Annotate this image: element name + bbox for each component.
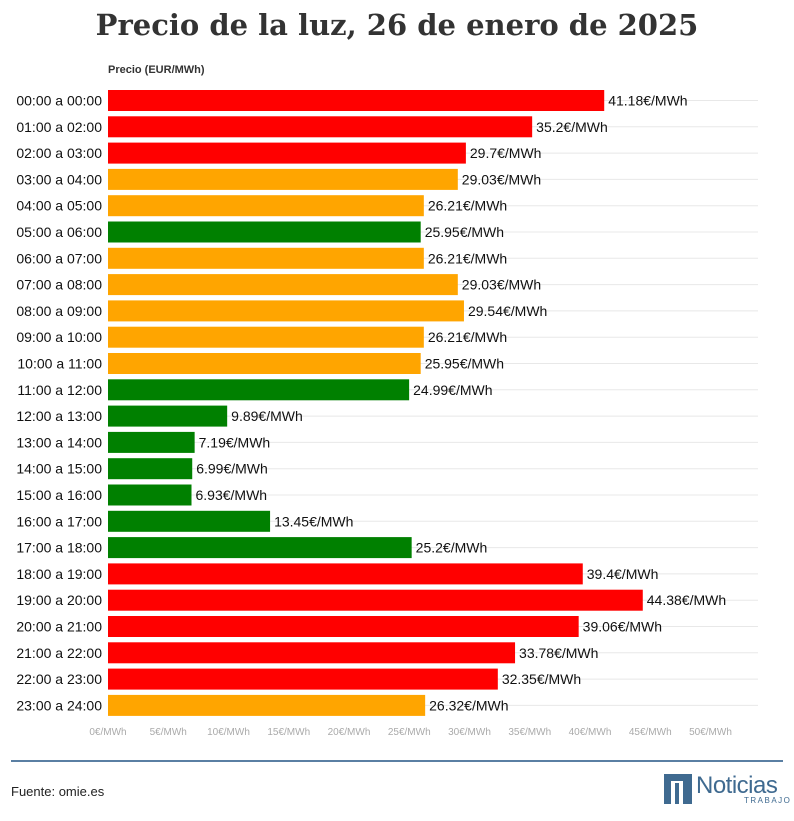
category-label: 04:00 a 05:00 bbox=[16, 198, 102, 214]
value-label: 41.18€/MWh bbox=[608, 93, 687, 109]
value-label: 6.99€/MWh bbox=[196, 461, 268, 477]
value-label: 24.99€/MWh bbox=[413, 382, 492, 398]
x-tick-label: 45€/MWh bbox=[629, 727, 672, 738]
bar bbox=[108, 616, 579, 637]
bar bbox=[108, 274, 458, 296]
bar bbox=[108, 589, 643, 611]
category-labels: 00:00 a 00:00 01:00 a 02:00 02:00 a 03:00 0… bbox=[16, 93, 102, 714]
bar bbox=[108, 326, 424, 348]
category-label: 13:00 a 14:00 bbox=[16, 434, 102, 450]
value-label: 25.2€/MWh bbox=[416, 540, 488, 556]
category-label: 16:00 a 17:00 bbox=[16, 513, 102, 529]
brand-logo: Noticias TRABAJO bbox=[664, 772, 790, 806]
value-label: 13.45€/MWh bbox=[274, 513, 353, 529]
x-axis-ticks: 0€/MWh 5€/MWh 10€/MWh 15€/MWh 20€/MWh 25€/MWh… bbox=[89, 727, 732, 738]
chart-title: Precio de la luz, 26 de enero de 2025 bbox=[95, 8, 699, 42]
bar bbox=[108, 510, 271, 532]
category-label: 09:00 a 10:00 bbox=[16, 329, 102, 345]
bar bbox=[108, 431, 195, 453]
bar bbox=[108, 668, 498, 690]
bar bbox=[108, 458, 193, 480]
bar bbox=[108, 168, 458, 190]
x-tick-label: 15€/MWh bbox=[267, 727, 310, 738]
value-label: 26.32€/MWh bbox=[429, 697, 508, 713]
category-label: 14:00 a 15:00 bbox=[16, 461, 102, 477]
category-label: 18:00 a 19:00 bbox=[16, 566, 102, 582]
value-label: 26.21€/MWh bbox=[428, 329, 507, 345]
value-label: 25.95€/MWh bbox=[425, 224, 504, 240]
category-label: 03:00 a 04:00 bbox=[16, 171, 102, 187]
bars bbox=[108, 90, 643, 716]
bar bbox=[108, 537, 412, 559]
logo-mark-icon bbox=[664, 774, 692, 804]
bar bbox=[108, 300, 464, 322]
x-tick-label: 0€/MWh bbox=[89, 727, 126, 738]
category-label: 19:00 a 20:00 bbox=[16, 592, 102, 608]
logo-subtitle: TRABAJO bbox=[744, 796, 792, 805]
bar bbox=[108, 353, 421, 374]
category-label: 01:00 a 02:00 bbox=[16, 119, 102, 135]
category-label: 05:00 a 06:00 bbox=[16, 224, 102, 240]
bar bbox=[108, 379, 410, 401]
x-tick-label: 20€/MWh bbox=[328, 727, 371, 738]
x-tick-label: 25€/MWh bbox=[388, 727, 431, 738]
category-label: 08:00 a 09:00 bbox=[16, 303, 102, 319]
value-label: 26.21€/MWh bbox=[428, 198, 507, 214]
bar bbox=[108, 405, 228, 427]
x-tick-label: 40€/MWh bbox=[569, 727, 612, 738]
category-label: 17:00 a 18:00 bbox=[16, 540, 102, 556]
x-tick-label: 35€/MWh bbox=[508, 727, 551, 738]
value-label: 29.03€/MWh bbox=[462, 171, 541, 187]
x-tick-label: 50€/MWh bbox=[689, 727, 732, 738]
category-label: 23:00 a 24:00 bbox=[16, 697, 102, 713]
category-label: 06:00 a 07:00 bbox=[16, 250, 102, 266]
bar bbox=[108, 563, 583, 585]
x-tick-label: 10€/MWh bbox=[207, 727, 250, 738]
bar-chart: Precio (EUR/MWh) 00:00 a 00:00 01:00 a 02… bbox=[16, 64, 758, 738]
category-label: 00:00 a 00:00 bbox=[16, 93, 102, 109]
category-label: 02:00 a 03:00 bbox=[16, 145, 102, 161]
value-label: 29.54€/MWh bbox=[468, 303, 547, 319]
value-label: 44.38€/MWh bbox=[647, 592, 726, 608]
bar bbox=[108, 90, 605, 111]
bar bbox=[108, 142, 466, 164]
logo-wordmark: Noticias bbox=[696, 772, 778, 799]
bar bbox=[108, 116, 533, 138]
gridlines bbox=[108, 100, 758, 706]
value-label: 26.21€/MWh bbox=[428, 250, 507, 266]
category-label: 15:00 a 16:00 bbox=[16, 487, 102, 503]
category-label: 20:00 a 21:00 bbox=[16, 619, 102, 635]
category-label: 10:00 a 11:00 bbox=[17, 356, 102, 372]
footer-divider bbox=[11, 760, 783, 762]
category-label: 21:00 a 22:00 bbox=[16, 645, 102, 661]
bar bbox=[108, 195, 424, 217]
bar bbox=[108, 642, 516, 664]
x-tick-label: 5€/MWh bbox=[150, 727, 187, 738]
value-label: 32.35€/MWh bbox=[502, 671, 581, 687]
value-label: 29.7€/MWh bbox=[470, 145, 542, 161]
category-label: 12:00 a 13:00 bbox=[16, 408, 102, 424]
category-label: 11:00 a 12:00 bbox=[17, 382, 102, 398]
value-label: 33.78€/MWh bbox=[519, 645, 598, 661]
value-label: 35.2€/MWh bbox=[536, 119, 608, 135]
value-label: 29.03€/MWh bbox=[462, 277, 541, 293]
value-label: 9.89€/MWh bbox=[231, 408, 303, 424]
bar bbox=[108, 694, 426, 716]
bar bbox=[108, 221, 421, 243]
bar bbox=[108, 484, 192, 506]
category-label: 07:00 a 08:00 bbox=[16, 277, 102, 293]
value-label: 25.95€/MWh bbox=[425, 356, 504, 372]
bar bbox=[108, 247, 424, 269]
x-tick-label: 30€/MWh bbox=[448, 727, 491, 738]
axis-title: Precio (EUR/MWh) bbox=[108, 64, 205, 76]
value-label: 39.4€/MWh bbox=[587, 566, 659, 582]
category-label: 22:00 a 23:00 bbox=[16, 671, 102, 687]
value-label: 7.19€/MWh bbox=[199, 434, 271, 450]
source-note: Fuente: omie.es bbox=[11, 784, 105, 799]
value-label: 6.93€/MWh bbox=[196, 487, 268, 503]
value-label: 39.06€/MWh bbox=[583, 619, 662, 635]
